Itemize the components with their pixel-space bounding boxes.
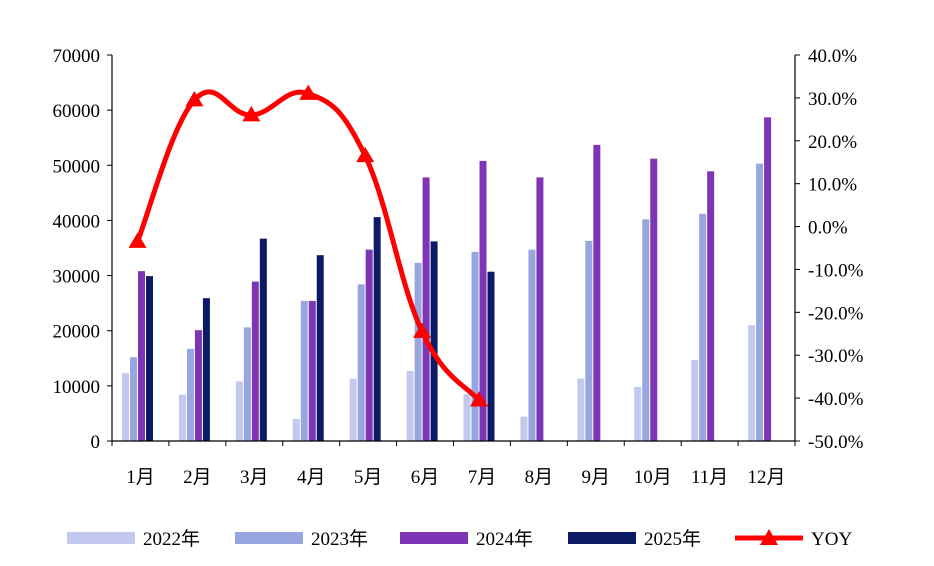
bar-2022年-8月	[520, 416, 528, 441]
bar-2022年-1月	[122, 373, 129, 441]
x-category-label: 2月	[183, 467, 212, 488]
legend: 2022年 2023年 2024年 2025年 YOY	[67, 528, 852, 550]
bar-2024年-4月	[308, 300, 316, 441]
bar-2024年-7月	[479, 160, 487, 442]
x-category-label: 3月	[240, 467, 269, 488]
bars-layer	[122, 117, 772, 442]
right-tick-label: 10.0%	[808, 175, 857, 196]
bar-2025年-3月	[259, 238, 267, 441]
bar-2024年-5月	[365, 249, 373, 441]
x-category-label: 10月	[634, 467, 672, 488]
bar-2023年-2月	[186, 348, 194, 441]
bar-2022年-12月	[748, 325, 756, 441]
legend-marker-YOY	[760, 529, 778, 545]
bar-2022年-11月	[691, 359, 699, 441]
right-tick-label: 40.0%	[808, 46, 857, 67]
bar-2024年-3月	[251, 281, 259, 441]
bar-2024年-1月	[138, 271, 145, 441]
x-category-label: 12月	[748, 467, 786, 488]
bar-2025年-7月	[487, 271, 495, 441]
right-tick-label: -30.0%	[808, 346, 864, 367]
axes-layer: 0 10000 20000 30000 40000 50000 60000 70000 40.0…	[53, 46, 864, 488]
bar-2023年-3月	[243, 327, 251, 441]
left-tick-label: 60000	[53, 101, 101, 122]
bar-2023年-10月	[642, 219, 650, 441]
bar-2022年-7月	[463, 394, 471, 441]
bar-2022年-6月	[406, 370, 414, 441]
x-category-label: 5月	[354, 467, 383, 488]
left-tick-label: 20000	[53, 322, 101, 343]
right-tick-label: -50.0%	[808, 432, 864, 453]
bar-2023年-8月	[528, 249, 536, 441]
right-tick-label: 30.0%	[808, 89, 857, 110]
bar-2023年-4月	[300, 300, 308, 441]
legend-label-YOY: YOY	[811, 529, 852, 550]
bar-2023年-6月	[414, 262, 422, 441]
bar-2023年-1月	[130, 357, 137, 441]
legend-label-2025年: 2025年	[644, 528, 701, 550]
yoy-marker-7月	[470, 391, 488, 407]
legend-label-2023年: 2023年	[311, 528, 368, 550]
yoy-marker-2月	[185, 91, 204, 107]
bar-2023年-7月	[471, 251, 479, 441]
legend-label-2022年: 2022年	[143, 528, 200, 550]
bar-2024年-8月	[536, 177, 544, 441]
x-category-label: 6月	[411, 467, 440, 488]
yoy-marker-3月	[242, 106, 261, 122]
bar-2024年-12月	[764, 117, 772, 441]
x-category-label: 11月	[691, 467, 728, 488]
x-category-label: 7月	[468, 467, 497, 488]
bar-2023年-5月	[357, 284, 365, 441]
left-tick-label: 30000	[53, 267, 101, 288]
bar-2022年-3月	[235, 381, 243, 441]
left-tick-label: 70000	[53, 46, 101, 67]
bar-2025年-6月	[430, 241, 438, 441]
left-tick-label: 40000	[53, 211, 101, 232]
bar-2022年-10月	[634, 386, 642, 441]
yoy-line-layer	[128, 84, 488, 407]
x-category-label: 9月	[582, 467, 611, 488]
bar-2022年-2月	[178, 394, 186, 441]
yoy-marker-4月	[299, 84, 318, 100]
bar-2024年-2月	[194, 330, 202, 441]
bar-2025年-1月	[146, 276, 153, 441]
x-category-label: 8月	[525, 467, 554, 488]
right-tick-label: 20.0%	[808, 132, 857, 153]
legend-swatch-2025年	[568, 532, 636, 544]
bar-2025年-4月	[316, 255, 324, 441]
right-tick-label: -20.0%	[808, 303, 864, 324]
left-tick-label: 50000	[53, 156, 101, 177]
bar-2024年-11月	[707, 171, 715, 441]
bar-2024年-9月	[593, 144, 601, 441]
legend-swatch-2024年	[400, 532, 468, 544]
bar-2023年-9月	[585, 240, 593, 441]
legend-swatch-2023年	[235, 532, 303, 544]
right-tick-label: 0.0%	[808, 218, 848, 239]
right-tick-label: -40.0%	[808, 389, 864, 410]
bar-2022年-4月	[292, 418, 300, 441]
legend-swatch-2022年	[67, 532, 135, 544]
left-tick-label: 0	[91, 432, 101, 453]
bar-2022年-5月	[349, 378, 357, 441]
yoy-marker-1月	[128, 232, 147, 248]
legend-label-2024年: 2024年	[476, 528, 533, 550]
yoy-marker-5月	[356, 146, 375, 163]
bar-2025年-2月	[202, 298, 210, 441]
bar-2022年-9月	[577, 378, 585, 441]
x-category-label: 1月	[126, 467, 155, 488]
yoy-marker-6月	[413, 322, 432, 338]
x-category-label: 4月	[297, 467, 326, 488]
bar-2023年-11月	[699, 213, 707, 441]
bar-2025年-5月	[373, 217, 381, 441]
bar-2023年-12月	[756, 163, 764, 442]
bar-2024年-6月	[422, 177, 430, 441]
left-tick-label: 10000	[53, 377, 101, 398]
right-tick-label: -10.0%	[808, 260, 864, 281]
bar-2024年-10月	[650, 158, 658, 441]
